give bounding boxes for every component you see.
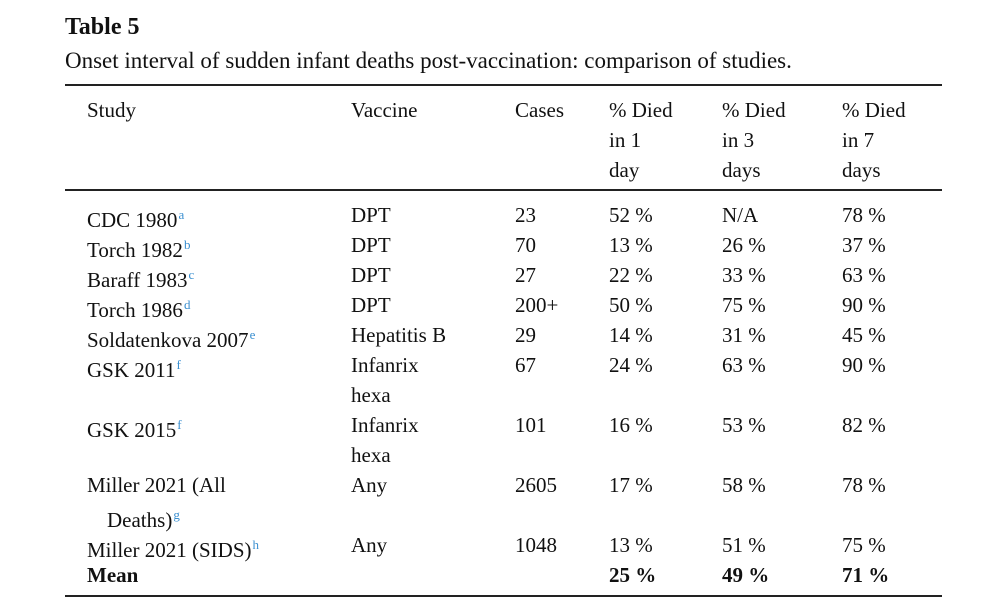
cell-value: 200+: [515, 293, 559, 317]
column-header: in 7: [842, 128, 875, 152]
footnote-marker: b: [183, 237, 191, 252]
table-caption: Onset interval of sudden infant deaths p…: [65, 48, 792, 73]
footnote-marker: f: [176, 357, 181, 372]
vaccine-name: Any: [351, 473, 388, 497]
cell-value: 24 %: [609, 353, 653, 377]
cell-value: 70: [515, 233, 536, 257]
column-header: Study: [87, 98, 137, 122]
cell-value: 63 %: [722, 353, 766, 377]
column-header: days: [842, 158, 881, 182]
vaccine-name: DPT: [351, 233, 391, 257]
vaccine-name: DPT: [351, 203, 391, 227]
cell-value: 50 %: [609, 293, 653, 317]
cell-value: 51 %: [722, 533, 766, 557]
study-name: GSK 2011: [87, 358, 176, 382]
study-cell: Torch 1982b: [87, 230, 191, 262]
cell-value: 82 %: [842, 413, 886, 437]
cell-value: 67: [515, 353, 536, 377]
cell-value: 63 %: [842, 263, 886, 287]
cell-value: N/A: [722, 203, 759, 227]
cell-value: 27: [515, 263, 536, 287]
cell-value: 33 %: [722, 263, 766, 287]
study-cell: Deaths)g: [107, 500, 180, 532]
cell-value: 90 %: [842, 353, 886, 377]
study-name: Torch 1986: [87, 298, 183, 322]
vaccine-name: Any: [351, 533, 388, 557]
footnote-marker: a: [178, 207, 185, 222]
study-name: Mean: [87, 563, 139, 587]
column-header: in 1: [609, 128, 642, 152]
cell-value: 26 %: [722, 233, 766, 257]
study-name: Miller 2021 (SIDS): [87, 538, 252, 562]
cell-value: 78 %: [842, 203, 886, 227]
cell-value: 45 %: [842, 323, 886, 347]
column-header: % Died: [609, 98, 673, 122]
cell-value: 22 %: [609, 263, 653, 287]
study-cell: Torch 1986d: [87, 290, 191, 322]
cell-value: 101: [515, 413, 547, 437]
column-header: in 3: [722, 128, 755, 152]
column-header: Cases: [515, 98, 564, 122]
cell-value: 78 %: [842, 473, 886, 497]
cell-value: 75 %: [722, 293, 766, 317]
study-name: CDC 1980: [87, 208, 178, 232]
study-name: Soldatenkova 2007: [87, 328, 249, 352]
header-rule: [65, 189, 942, 191]
cell-value: 58 %: [722, 473, 766, 497]
cell-value: 71 %: [842, 563, 890, 587]
cell-value: 17 %: [609, 473, 653, 497]
column-header: % Died: [842, 98, 906, 122]
study-name: Baraff 1983: [87, 268, 188, 292]
study-cell: CDC 1980a: [87, 200, 185, 232]
cell-value: 37 %: [842, 233, 886, 257]
table-title: Table 5: [65, 14, 140, 40]
vaccine-name: hexa: [351, 383, 391, 407]
study-cell: GSK 2015f: [87, 410, 182, 442]
vaccine-name: DPT: [351, 263, 391, 287]
cell-value: 16 %: [609, 413, 653, 437]
cell-value: 14 %: [609, 323, 653, 347]
column-header: day: [609, 158, 640, 182]
footnote-marker: c: [188, 267, 195, 282]
cell-value: 75 %: [842, 533, 886, 557]
footnote-marker: h: [252, 537, 260, 552]
study-cell: GSK 2011f: [87, 350, 181, 382]
column-header: Vaccine: [351, 98, 418, 122]
footnote-marker: f: [177, 417, 182, 432]
study-cell: Soldatenkova 2007e: [87, 320, 256, 352]
cell-value: 23: [515, 203, 536, 227]
cell-value: 49 %: [722, 563, 770, 587]
study-name: Deaths): [107, 508, 173, 532]
footnote-marker: d: [183, 297, 191, 312]
study-name: Miller 2021 (All: [87, 473, 226, 497]
cell-value: 53 %: [722, 413, 766, 437]
cell-value: 25 %: [609, 563, 657, 587]
study-cell: Baraff 1983c: [87, 260, 195, 292]
vaccine-name: Hepatitis B: [351, 323, 447, 347]
vaccine-name: Infanrix: [351, 353, 419, 377]
bottom-rule: [65, 595, 942, 597]
cell-value: 13 %: [609, 533, 653, 557]
cell-value: 1048: [515, 533, 557, 557]
column-header: days: [722, 158, 761, 182]
cell-value: 31 %: [722, 323, 766, 347]
vaccine-name: Infanrix: [351, 413, 419, 437]
footnote-marker: e: [249, 327, 256, 342]
vaccine-name: hexa: [351, 443, 391, 467]
cell-value: 2605: [515, 473, 557, 497]
study-cell: Miller 2021 (SIDS)h: [87, 530, 260, 562]
cell-value: 90 %: [842, 293, 886, 317]
cell-value: 13 %: [609, 233, 653, 257]
vaccine-name: DPT: [351, 293, 391, 317]
cell-value: 52 %: [609, 203, 653, 227]
column-header: % Died: [722, 98, 786, 122]
study-name: GSK 2015: [87, 418, 177, 442]
cell-value: 29: [515, 323, 536, 347]
footnote-marker: g: [173, 507, 180, 522]
top-rule: [65, 84, 942, 86]
study-name: Torch 1982: [87, 238, 183, 262]
